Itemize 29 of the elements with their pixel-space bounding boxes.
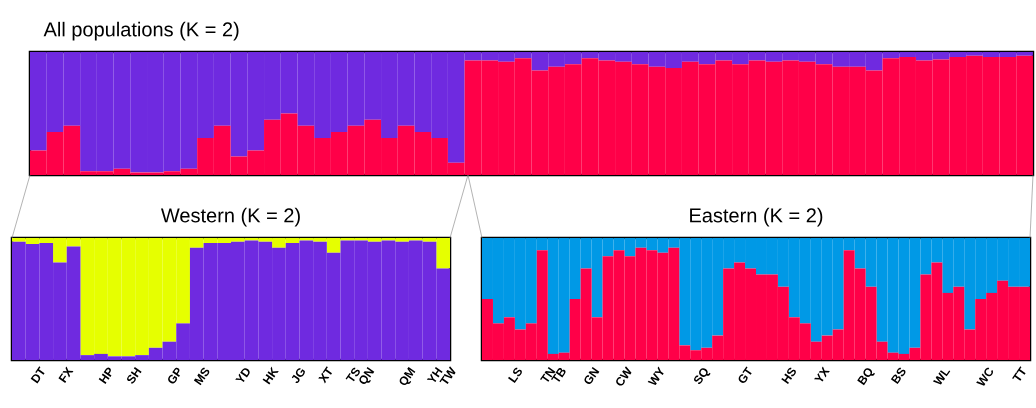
- x-tick-label: LS: [508, 367, 522, 383]
- x-tick-label: YD: [235, 368, 250, 383]
- x-tick-label: MS: [193, 367, 210, 386]
- x-tick-label: SQ: [694, 368, 711, 384]
- x-tick-label: BS: [890, 367, 906, 385]
- x-tick-label: TS: [345, 367, 360, 382]
- x-tick-label: SH: [127, 367, 142, 384]
- x-tick-label: HS: [781, 367, 796, 385]
- x-tick-label: YX: [814, 366, 830, 382]
- chart-title: Western (K = 2): [160, 207, 300, 227]
- x-tick-label: DT: [30, 366, 45, 384]
- x-tick-label: WY: [647, 366, 664, 386]
- x-tick-label: GT: [738, 366, 752, 383]
- chart-title: Eastern (K = 2): [690, 207, 823, 227]
- x-tick-label: HP: [98, 367, 112, 384]
- chart-title: All populations (K = 2): [43, 21, 239, 41]
- x-tick-label: TT: [1012, 366, 1026, 381]
- x-tick-label: GN: [584, 367, 600, 384]
- x-tick-label: QN: [359, 367, 375, 384]
- x-tick-label: FX: [58, 366, 74, 383]
- x-tick-label: QM: [399, 366, 416, 386]
- x-tick-label: WL: [933, 370, 951, 385]
- x-tick-label: JG: [291, 368, 305, 384]
- x-tick-label: HK: [262, 366, 279, 385]
- x-tick-label: XT: [318, 366, 332, 384]
- x-tick-label: CW: [616, 366, 632, 386]
- x-tick-label: BQ: [857, 368, 875, 386]
- x-tick-label: WC: [976, 367, 994, 386]
- x-tick-label: GP: [168, 367, 180, 384]
